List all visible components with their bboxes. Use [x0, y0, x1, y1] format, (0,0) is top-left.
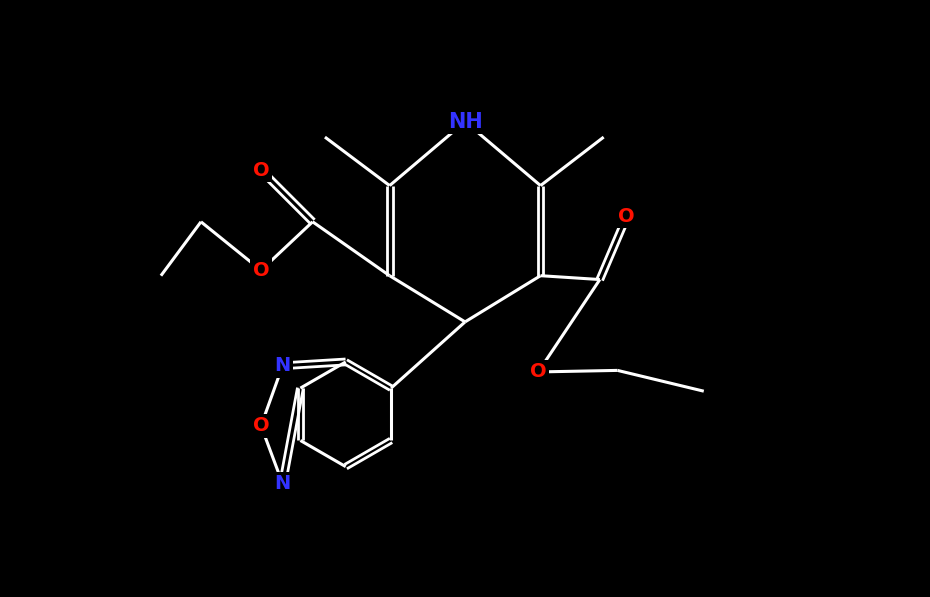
- Text: O: O: [618, 207, 635, 226]
- Text: N: N: [274, 356, 291, 376]
- Text: O: O: [253, 161, 270, 180]
- Text: N: N: [274, 474, 291, 493]
- Text: NH: NH: [447, 112, 483, 132]
- Text: O: O: [253, 261, 270, 280]
- Text: O: O: [253, 416, 270, 435]
- Text: O: O: [530, 362, 547, 381]
